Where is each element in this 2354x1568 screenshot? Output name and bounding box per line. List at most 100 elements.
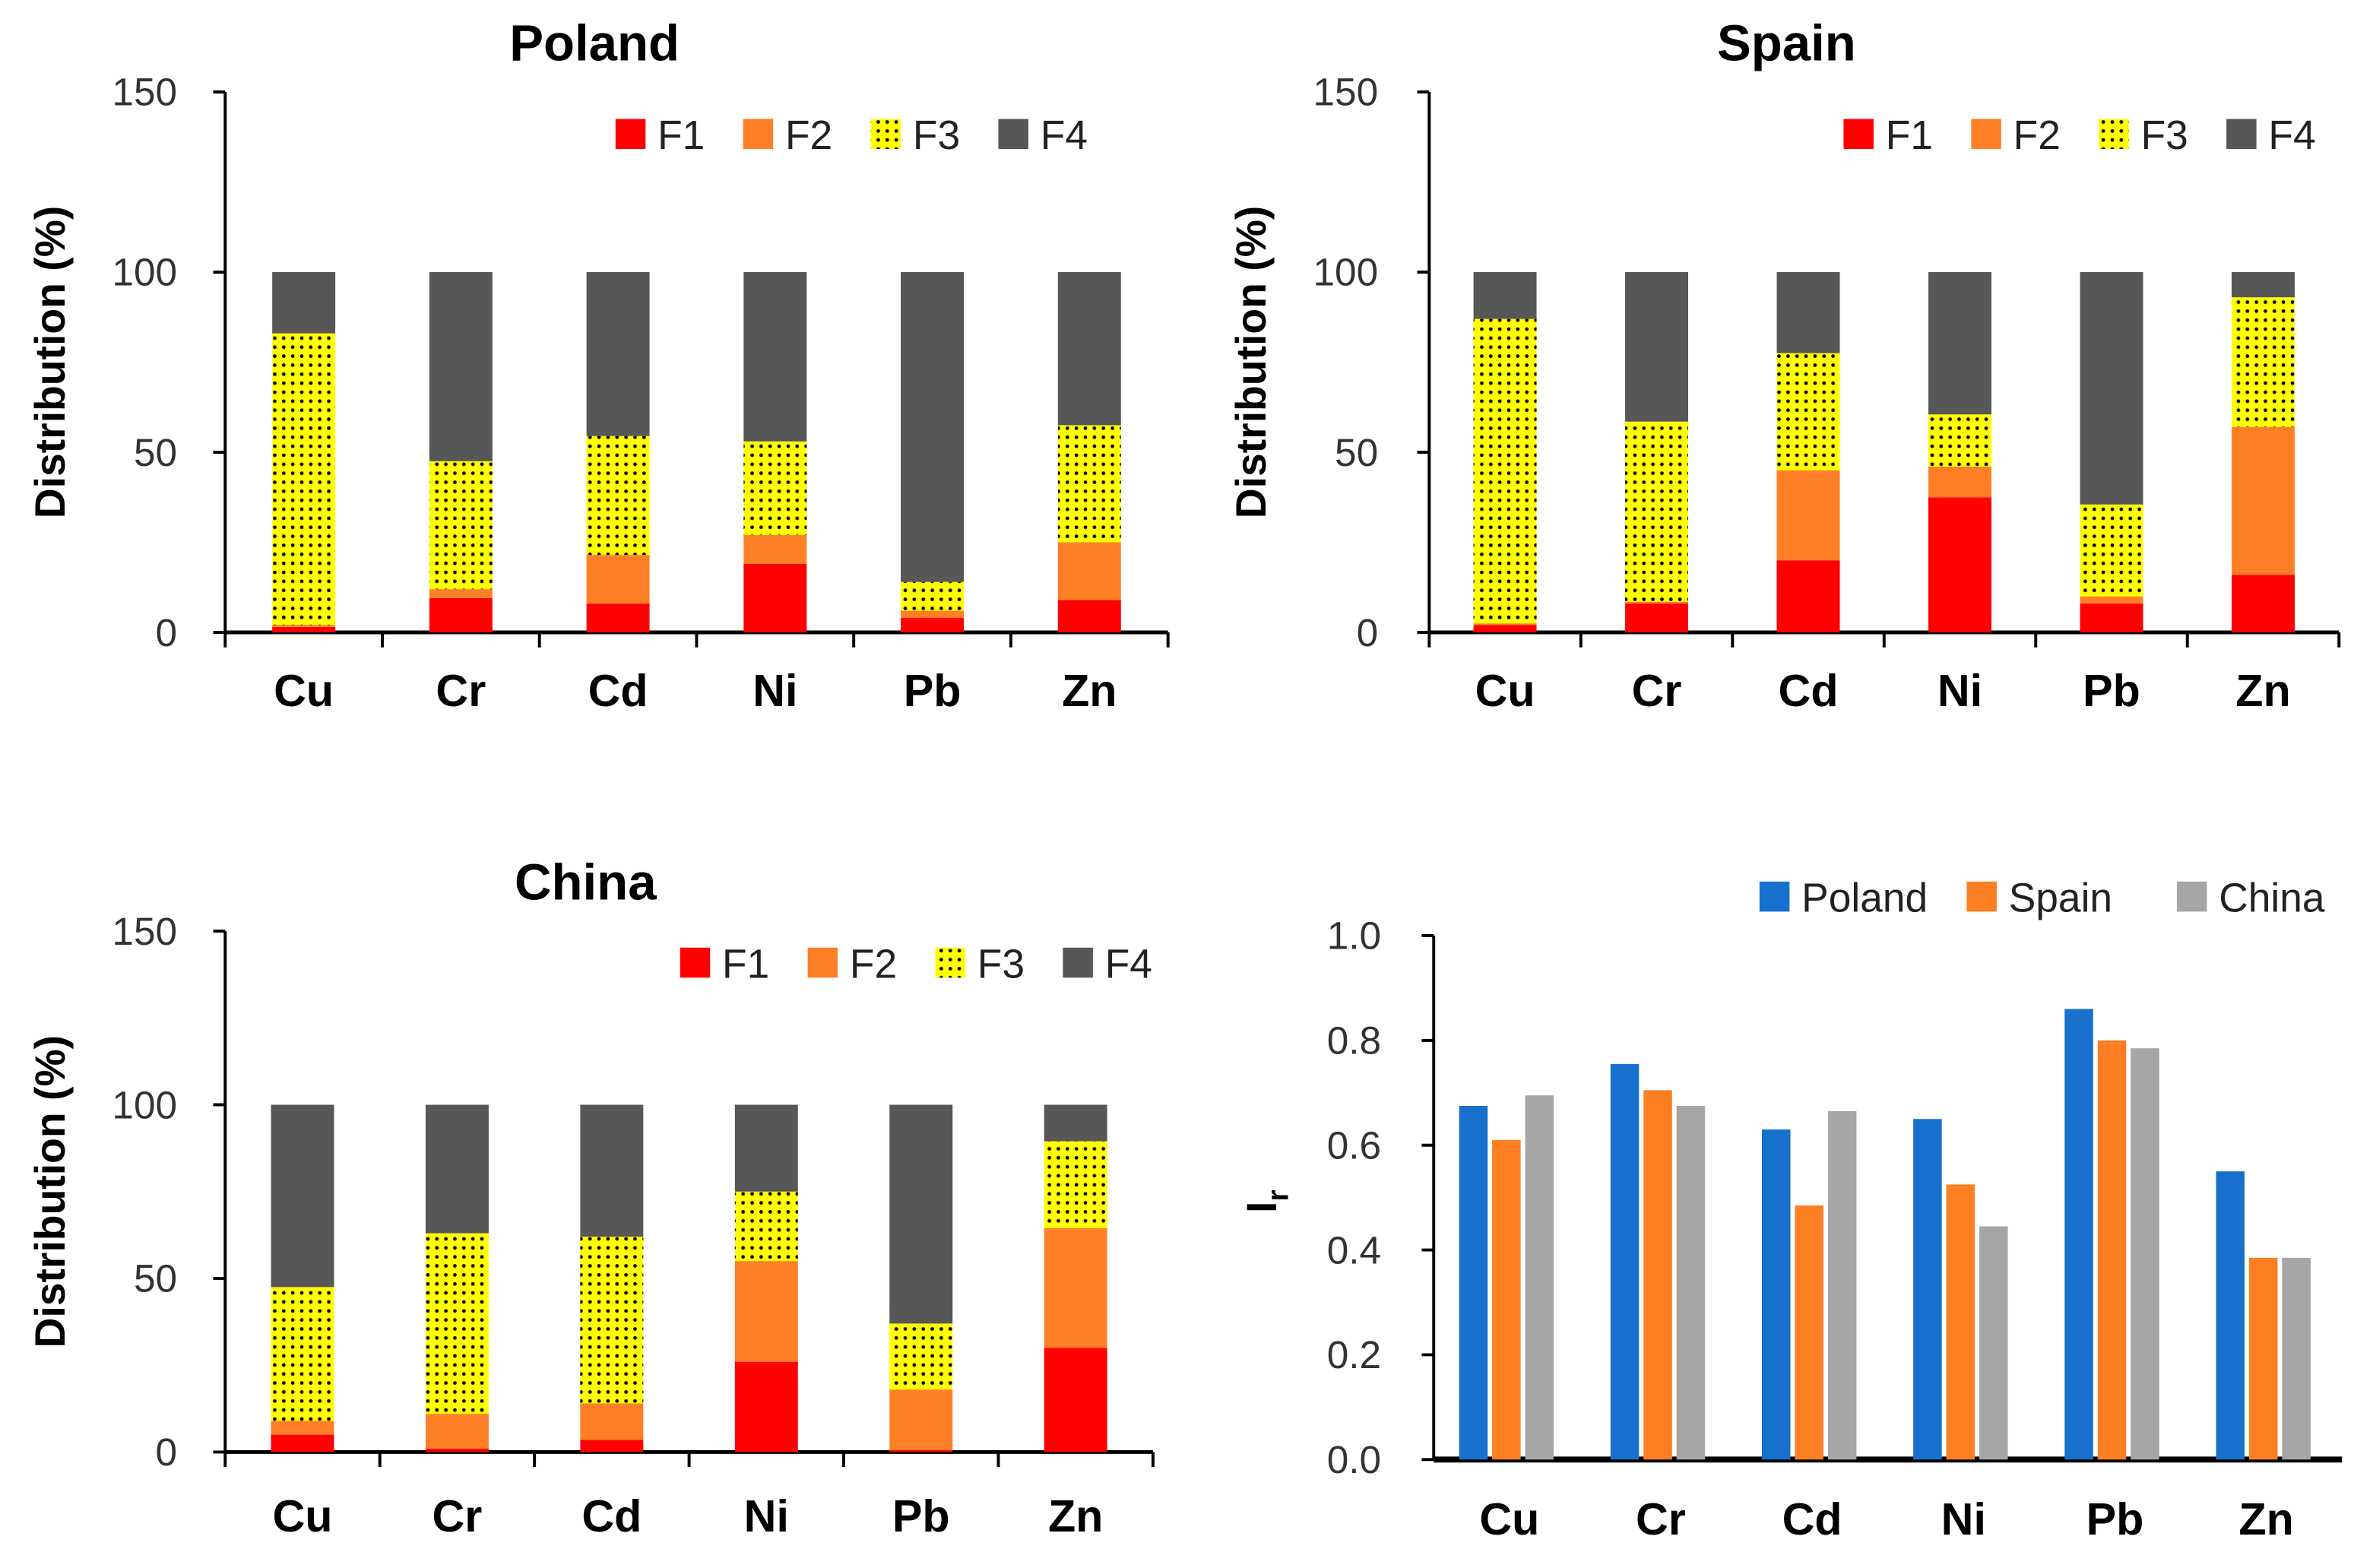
legend-swatch-spain bbox=[1966, 881, 1997, 912]
y-tick-label: 150 bbox=[1313, 71, 1378, 114]
x-category-label: Pb bbox=[2083, 665, 2140, 716]
x-category-label: Ni bbox=[752, 665, 797, 716]
bar-china-cr bbox=[1676, 1106, 1706, 1460]
legend-swatch-f2 bbox=[1971, 119, 2001, 150]
y-tick-label: 0.0 bbox=[1327, 1438, 1381, 1481]
panel-spain: Spain Distribution (%) 0 50 100 150 Cu Cr Cd Ni Pb… bbox=[1228, 14, 2341, 716]
bar-f4-pb bbox=[889, 1104, 953, 1324]
legend-swatch-f4 bbox=[998, 119, 1028, 150]
legend-swatch-f3 bbox=[935, 947, 966, 978]
bar-f2-cr bbox=[1625, 601, 1689, 604]
bar-spain-cr bbox=[1643, 1090, 1672, 1460]
bar-f1-cd bbox=[586, 603, 650, 633]
bar-f1-cr bbox=[1625, 603, 1689, 633]
x-category-label: Cu bbox=[1479, 1494, 1539, 1544]
y-tick-label: 0.8 bbox=[1327, 1019, 1381, 1063]
bar-f2-cd bbox=[580, 1403, 644, 1440]
bar-f3-cu bbox=[271, 1287, 334, 1421]
bar-china-zn bbox=[2282, 1257, 2311, 1460]
bar-f4-pb bbox=[2080, 271, 2143, 505]
y-tick-label: 100 bbox=[112, 251, 177, 294]
legend-label-poland: Poland bbox=[1801, 876, 1928, 920]
bar-f3-zn bbox=[2232, 297, 2295, 427]
x-category-label: Cr bbox=[1632, 665, 1682, 716]
bar-f3-pb bbox=[2080, 504, 2143, 597]
panel-china: China Distribution (%) 0 50 100 150 Cu Cr Cd Ni Pb… bbox=[27, 854, 1155, 1541]
legend-label-china: China bbox=[2219, 876, 2325, 920]
legend-swatch-f4 bbox=[2226, 119, 2257, 150]
bar-f3-cr bbox=[429, 461, 493, 590]
bar-f4-cu bbox=[271, 1104, 334, 1288]
bar-china-pb bbox=[2131, 1048, 2159, 1460]
legend-label-f2: F2 bbox=[2013, 113, 2061, 158]
bar-f2-pb bbox=[901, 610, 965, 619]
bar-f2-ni bbox=[743, 535, 807, 564]
x-category-label: Cr bbox=[432, 1490, 482, 1541]
x-category-label: Zn bbox=[2235, 665, 2290, 716]
bar-f1-zn bbox=[1057, 600, 1121, 633]
bar-f2-cu bbox=[1473, 623, 1537, 626]
y-tick-label: 50 bbox=[1335, 431, 1378, 474]
bar-f2-cd bbox=[1776, 470, 1840, 561]
bar-f3-cu bbox=[1473, 318, 1537, 624]
legend-label-spain: Spain bbox=[2009, 876, 2112, 920]
bar-f1-ni bbox=[743, 563, 807, 633]
bar-f1-ni bbox=[1928, 497, 1992, 633]
legend-swatch-f4 bbox=[1063, 947, 1093, 978]
bar-f3-cd bbox=[580, 1237, 644, 1404]
y-axis-label: Distribution (%) bbox=[27, 206, 74, 519]
bar-spain-zn bbox=[2248, 1257, 2278, 1460]
bar-f1-cd bbox=[580, 1440, 644, 1452]
bar-f1-zn bbox=[2232, 575, 2295, 633]
y-tick-label: 0.2 bbox=[1327, 1333, 1381, 1376]
bar-f4-cu bbox=[272, 271, 336, 334]
x-category-label: Cr bbox=[436, 665, 486, 716]
legend-swatch-f1 bbox=[615, 119, 646, 150]
y-tick-label: 1.0 bbox=[1327, 914, 1381, 958]
bar-f2-pb bbox=[2080, 596, 2143, 604]
legend-swatch-f3 bbox=[870, 119, 901, 150]
x-category-label: Pb bbox=[892, 1490, 950, 1541]
chart-title: Spain bbox=[1717, 14, 1856, 71]
bar-f3-pb bbox=[889, 1323, 953, 1390]
y-axis-label: Distribution (%) bbox=[27, 1035, 74, 1348]
x-category-label: Cu bbox=[1475, 665, 1535, 716]
x-category-label: Cu bbox=[272, 1490, 332, 1541]
panel-poland: Poland Distribution (%) 0 50 100 150 Cu Cr Cd Ni P… bbox=[27, 14, 1170, 716]
y-tick-label: 0.4 bbox=[1327, 1228, 1381, 1272]
legend-swatch-f1 bbox=[680, 947, 711, 978]
x-category-label: Zn bbox=[1062, 665, 1117, 716]
x-category-label: Cd bbox=[1779, 665, 1839, 716]
y-axis-label-sub: r bbox=[1262, 1189, 1295, 1201]
legend-label-f1: F1 bbox=[722, 942, 769, 987]
y-tick-label: 0.6 bbox=[1327, 1123, 1381, 1167]
bar-f3-cr bbox=[1625, 421, 1689, 602]
bar-f4-zn bbox=[1044, 1104, 1107, 1142]
bar-f2-ni bbox=[734, 1261, 798, 1362]
bar-f2-cr bbox=[429, 589, 493, 598]
bar-f1-cu bbox=[272, 626, 336, 633]
legend-swatch-poland bbox=[1759, 881, 1790, 912]
bar-china-cu bbox=[1525, 1095, 1554, 1460]
bar-poland-cr bbox=[1610, 1063, 1640, 1460]
x-category-label: Ni bbox=[744, 1490, 789, 1541]
bar-f1-zn bbox=[1044, 1348, 1107, 1452]
bar-f2-cd bbox=[586, 555, 650, 604]
bar-f1-cr bbox=[425, 1448, 489, 1452]
bar-f1-pb bbox=[901, 618, 965, 633]
y-tick-label: 0 bbox=[1357, 611, 1379, 654]
bar-f1-cu bbox=[1473, 625, 1537, 633]
x-category-label: Cu bbox=[274, 665, 334, 716]
bar-spain-ni bbox=[1946, 1184, 1975, 1460]
bar-f4-ni bbox=[743, 271, 807, 442]
x-category-label: Pb bbox=[904, 665, 962, 716]
x-category-label: Cr bbox=[1636, 1494, 1686, 1544]
bar-f2-zn bbox=[1057, 542, 1121, 600]
bar-f3-pb bbox=[901, 581, 965, 611]
legend-label-f4: F4 bbox=[2268, 113, 2315, 158]
bar-f1-ni bbox=[734, 1361, 798, 1452]
bar-f3-cd bbox=[586, 436, 650, 556]
bar-f4-cd bbox=[586, 271, 650, 436]
bar-f1-cu bbox=[271, 1434, 334, 1452]
